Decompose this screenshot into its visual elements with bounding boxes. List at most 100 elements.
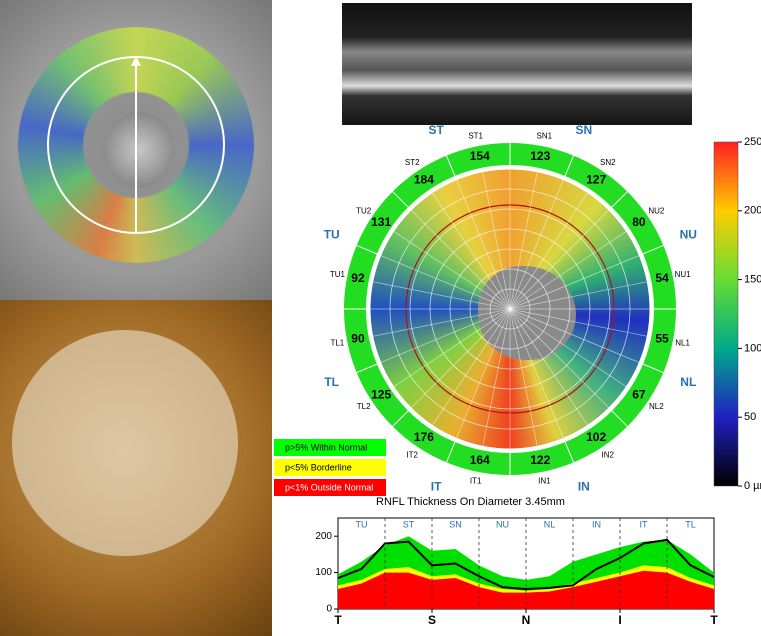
sector-code: TU1 [330, 270, 346, 279]
sector-value: 80 [632, 215, 646, 229]
map-grid-spoke [509, 308, 589, 426]
sector-code: IT2 [406, 450, 418, 459]
sector-divider [611, 410, 628, 427]
profile-sector-label: TU [356, 519, 368, 529]
x-tick-label: S [428, 613, 436, 627]
sector-value: 125 [371, 387, 391, 401]
sector-code: IN1 [538, 477, 551, 486]
legend-label: p<5% Borderline [285, 462, 352, 472]
legend-swatch [274, 439, 386, 456]
map-grid-spoke [410, 209, 511, 310]
color-tick-label: 0 µm [744, 480, 761, 492]
quadrant-label: IT [431, 479, 442, 493]
sector-code: SN1 [537, 131, 553, 140]
map-grid-spoke [509, 308, 610, 409]
profile-sector-label: SN [449, 519, 462, 529]
sector-code: NL1 [675, 338, 690, 347]
map-grid-spoke [509, 308, 564, 439]
profile-sector-label: NL [544, 519, 556, 529]
sector-value: 102 [586, 430, 606, 444]
sector-code: NL2 [649, 402, 664, 411]
sector-divider [446, 155, 456, 177]
y-tick-label: 0 [326, 604, 332, 615]
x-tick-label: T [334, 613, 342, 627]
sector-code: NU2 [648, 206, 665, 215]
map-grid-spoke [509, 209, 610, 310]
profile-sector-label: IN [592, 519, 601, 529]
sector-divider [392, 410, 409, 427]
map-grid-spoke [393, 230, 511, 310]
profile-sector-label: ST [403, 519, 415, 529]
quadrant-label: TU [324, 227, 340, 241]
legend-label: p<1% Outside Normal [285, 482, 373, 492]
quadrant-label: IN [578, 479, 590, 493]
sector-divider [611, 191, 628, 208]
map-grid-spoke [482, 171, 511, 310]
sector-code: ST2 [405, 158, 420, 167]
map-grid-spoke [509, 171, 538, 310]
sector-code: IN2 [602, 450, 615, 459]
color-tick-label: 150 [744, 274, 761, 286]
map-grid-spoke [372, 308, 511, 337]
legend-swatch [274, 479, 386, 496]
sector-code: TL1 [330, 338, 344, 347]
map-grid-spoke [509, 281, 648, 310]
map-grid-spoke [456, 308, 511, 439]
sector-value: 164 [470, 453, 490, 467]
map-grid-spoke [509, 308, 538, 447]
profile-sector-label: IT [640, 519, 649, 529]
color-bar [713, 141, 739, 487]
quadrant-label: SN [576, 123, 593, 137]
color-tick-label: 200 [744, 205, 761, 217]
legend-label: p>5% Within Normal [285, 442, 367, 452]
quadrant-label: TL [324, 375, 339, 389]
quadrant-label: ST [428, 123, 444, 137]
sector-value: 127 [586, 172, 606, 186]
sector-divider [446, 441, 456, 463]
sector-value: 122 [530, 453, 550, 467]
map-grid-spoke [509, 308, 648, 337]
sector-value: 90 [351, 331, 365, 345]
sector-divider [564, 155, 574, 177]
sector-code: ST1 [468, 131, 483, 140]
x-tick-label: I [618, 613, 621, 627]
sector-value: 123 [530, 149, 550, 163]
map-grid-spoke [509, 230, 627, 310]
sector-value: 67 [632, 387, 646, 401]
quadrant-label: NU [680, 227, 697, 241]
sector-divider [356, 245, 378, 255]
sector-value: 54 [655, 271, 669, 285]
map-grid-spoke [380, 308, 511, 363]
y-tick-label: 100 [315, 567, 332, 578]
map-grid-spoke [509, 308, 640, 363]
sector-value: 55 [655, 331, 669, 345]
profile-line [337, 538, 715, 590]
optic-disc [104, 112, 174, 188]
sector-code: TL2 [357, 402, 371, 411]
fundus-disc [12, 330, 238, 556]
map-grid-spoke [393, 308, 511, 388]
legend-swatch [274, 459, 386, 476]
profile-sector-label: TL [685, 519, 696, 529]
sector-code: NU1 [675, 270, 692, 279]
map-grid-spoke [380, 255, 511, 310]
map-grid-spoke [509, 179, 564, 310]
sector-value: 176 [414, 430, 434, 444]
map-grid-spoke [431, 192, 511, 310]
profile-sector-label: NU [496, 519, 509, 529]
map-grid-spoke [431, 308, 511, 426]
oct-bscan [342, 3, 692, 125]
color-tick-label: 50 [744, 411, 756, 423]
sector-divider [392, 191, 409, 208]
y-tick-label: 200 [315, 531, 332, 542]
profile-title: RNFL Thickness On Diameter 3.45mm [376, 496, 565, 508]
x-tick-label: T [710, 613, 718, 627]
sector-divider [356, 363, 378, 373]
sector-code: SN2 [600, 158, 616, 167]
map-grid-spoke [509, 255, 640, 310]
map-grid-spoke [372, 281, 511, 310]
sector-code: TU2 [356, 206, 372, 215]
sector-value: 92 [351, 271, 365, 285]
